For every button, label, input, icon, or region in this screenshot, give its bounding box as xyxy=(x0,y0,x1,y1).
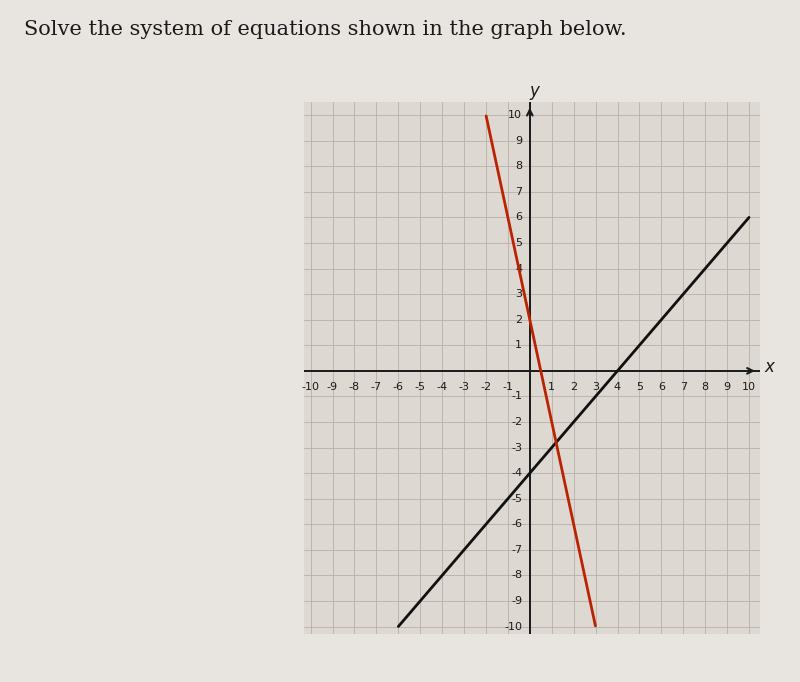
Text: 9: 9 xyxy=(515,136,522,146)
Text: -9: -9 xyxy=(511,596,522,606)
Text: 9: 9 xyxy=(723,383,730,392)
Text: -1: -1 xyxy=(511,391,522,402)
Text: 5: 5 xyxy=(636,383,643,392)
Text: -3: -3 xyxy=(511,443,522,453)
Text: 7: 7 xyxy=(680,383,687,392)
Text: 6: 6 xyxy=(658,383,665,392)
Text: -7: -7 xyxy=(370,383,382,392)
Text: 10: 10 xyxy=(508,110,522,120)
Text: 1: 1 xyxy=(548,383,555,392)
Text: 3: 3 xyxy=(515,289,522,299)
Text: 1: 1 xyxy=(515,340,522,351)
Text: -2: -2 xyxy=(480,383,491,392)
Text: x: x xyxy=(764,358,774,376)
Text: Solve the system of equations shown in the graph below.: Solve the system of equations shown in t… xyxy=(24,20,626,40)
Text: 7: 7 xyxy=(515,187,522,197)
Text: -8: -8 xyxy=(511,570,522,580)
Text: 3: 3 xyxy=(592,383,599,392)
Text: -4: -4 xyxy=(511,468,522,478)
Text: -8: -8 xyxy=(349,383,360,392)
Text: -9: -9 xyxy=(327,383,338,392)
Text: 6: 6 xyxy=(515,212,522,222)
Text: -10: -10 xyxy=(504,621,522,632)
Text: 8: 8 xyxy=(702,383,709,392)
Text: -6: -6 xyxy=(511,519,522,529)
Text: -1: -1 xyxy=(502,383,514,392)
Text: -10: -10 xyxy=(302,383,319,392)
Text: -3: -3 xyxy=(458,383,470,392)
Text: -5: -5 xyxy=(414,383,426,392)
Text: 8: 8 xyxy=(515,161,522,171)
Text: -6: -6 xyxy=(393,383,404,392)
Text: 2: 2 xyxy=(515,314,522,325)
Text: 2: 2 xyxy=(570,383,578,392)
Text: -2: -2 xyxy=(511,417,522,427)
Text: -4: -4 xyxy=(437,383,448,392)
Text: y: y xyxy=(530,82,539,100)
Text: -5: -5 xyxy=(511,494,522,504)
Text: 4: 4 xyxy=(614,383,621,392)
Text: 10: 10 xyxy=(742,383,756,392)
Text: -7: -7 xyxy=(511,545,522,555)
Text: 5: 5 xyxy=(515,238,522,248)
Text: 4: 4 xyxy=(515,263,522,273)
